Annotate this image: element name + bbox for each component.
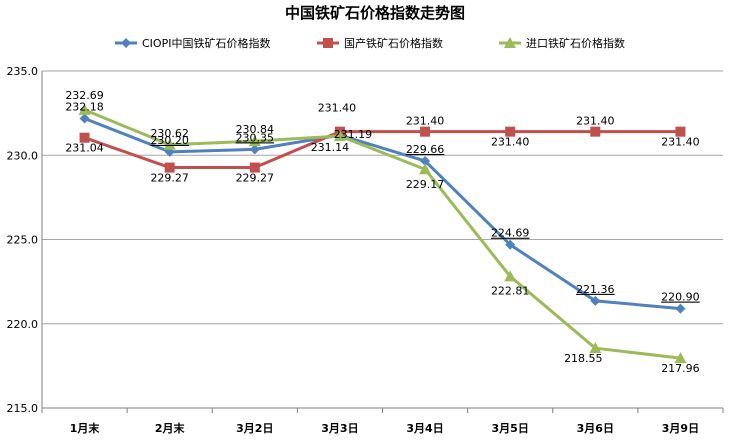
data-point	[164, 162, 175, 173]
data-point	[590, 126, 601, 137]
y-tick-label: 225.0	[7, 234, 39, 247]
data-point	[674, 352, 687, 364]
x-tick-label: 3月9日	[662, 422, 699, 435]
data-label: 222.81	[491, 284, 530, 297]
data-point	[675, 126, 686, 137]
data-point	[420, 155, 431, 166]
data-label: 230.20	[150, 134, 189, 147]
data-point	[78, 103, 91, 115]
legend-marker	[323, 38, 333, 48]
x-tick-label: 3月6日	[577, 422, 614, 435]
data-label: 231.19	[334, 128, 373, 141]
data-label: 231.14	[311, 141, 350, 154]
axes: 215.0 220.0 225.0 230.0 235.0 1月末 2月末 3月2日 3月3日 3…	[7, 65, 724, 435]
legend-label: CIOPI中国铁矿石价格指数	[142, 36, 270, 50]
data-label: 231.40	[318, 102, 357, 115]
y-tick-label: 235.0	[7, 65, 39, 78]
data-point	[249, 144, 260, 155]
data-label: 230.62	[150, 127, 189, 140]
data-point	[419, 163, 432, 175]
data-point	[675, 303, 686, 314]
data-label: 231.40	[406, 115, 445, 128]
data-point	[420, 126, 431, 137]
data-labels: 232.18 230.20 230.35 231.19 229.66 224.69 221.…	[65, 89, 699, 375]
legend-label: 国产铁矿石价格指数	[344, 36, 443, 50]
data-label: 231.40	[661, 136, 700, 149]
series-line	[84, 117, 681, 311]
data-label: 224.69	[491, 227, 530, 240]
chart-title: 中国铁矿石价格指数走势图	[285, 4, 465, 22]
data-label: 232.18	[65, 101, 104, 114]
x-tick-label: 1月末	[70, 421, 101, 435]
x-tick-label: 3月3日	[321, 422, 358, 435]
data-label: 229.27	[236, 172, 275, 185]
series-line	[83, 108, 681, 360]
data-label: 221.36	[576, 283, 615, 296]
legend: CIOPI中国铁矿石价格指数 国产铁矿石价格指数 进口铁矿石价格指数	[115, 36, 625, 50]
data-label: 231.04	[65, 142, 104, 155]
data-point	[505, 126, 516, 137]
y-tick-label: 230.0	[7, 149, 39, 162]
x-tick-label: 3月2日	[236, 422, 273, 435]
data-point	[589, 342, 602, 354]
x-tick-label: 3月5日	[492, 422, 529, 435]
data-point	[249, 162, 260, 173]
data-label: 230.84	[236, 123, 275, 136]
x-tick-label: 3月4日	[406, 422, 443, 435]
data-point	[248, 135, 261, 147]
y-tick-label: 215.0	[7, 402, 39, 415]
data-label: 229.66	[406, 143, 445, 156]
data-point	[79, 113, 90, 124]
data-point	[504, 270, 517, 282]
legend-marker	[121, 38, 131, 48]
data-label: 218.55	[564, 352, 603, 365]
data-label: 231.40	[576, 115, 615, 128]
data-point	[163, 138, 176, 150]
data-point	[333, 130, 346, 142]
data-label: 232.69	[65, 89, 104, 102]
data-label: 220.90	[661, 291, 700, 304]
legend-label: 进口铁矿石价格指数	[526, 36, 625, 50]
data-label: 229.27	[150, 172, 189, 185]
y-tick-label: 220.0	[7, 318, 39, 331]
data-label: 217.96	[661, 362, 700, 375]
data-label: 230.35	[236, 131, 275, 144]
series-group	[78, 103, 687, 364]
data-point	[79, 132, 90, 143]
data-point	[590, 295, 601, 306]
legend-marker	[504, 37, 516, 48]
x-tick-label: 2月末	[155, 421, 186, 435]
data-label: 231.40	[491, 136, 530, 149]
data-label: 229.17	[406, 178, 445, 191]
series-line	[84, 130, 681, 170]
data-point	[505, 239, 516, 250]
